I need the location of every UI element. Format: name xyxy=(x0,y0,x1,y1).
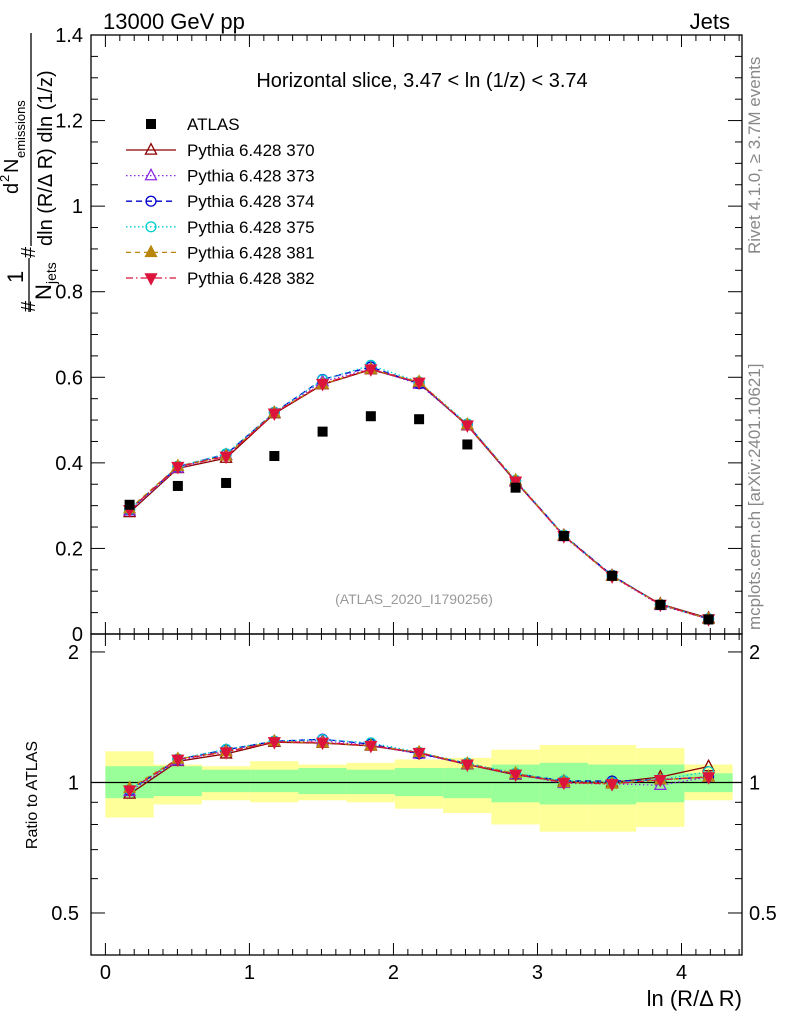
ylabel-d2-sup: 2 xyxy=(0,175,12,182)
beam-label: 13000 GeV pp xyxy=(103,9,245,34)
ratio-series-point xyxy=(702,772,716,785)
legend-marker xyxy=(144,273,158,286)
data-point xyxy=(221,477,232,488)
ratio-band-inner xyxy=(250,769,299,793)
ratio-y-tick-label: 2 xyxy=(68,642,79,664)
jets-label: Jets xyxy=(690,9,730,34)
legend-label: Pythia 6.428 375 xyxy=(187,218,315,237)
data-point xyxy=(655,599,666,610)
legend-marker-atlas xyxy=(146,119,156,129)
main-series-point xyxy=(267,408,281,421)
ratio-band-inner xyxy=(201,769,251,793)
legend-label: Pythia 6.428 374 xyxy=(187,192,315,211)
xlabel: ln (R/Δ R) xyxy=(647,986,742,1011)
x-tick-label: 4 xyxy=(676,962,687,984)
x-tick-label: 0 xyxy=(100,962,111,984)
legend-label: Pythia 6.428 382 xyxy=(187,269,315,288)
legend-marker xyxy=(145,195,157,207)
main-series-point xyxy=(171,461,185,475)
ratio-series-point xyxy=(316,737,330,751)
data-point xyxy=(462,439,473,450)
ratio-y-tick-label: 0.5 xyxy=(51,903,79,925)
data-point xyxy=(365,411,376,422)
ratio-y-tick-label-right: 0.5 xyxy=(749,903,777,925)
main-y-axis-title: # 1 N jets # d 2 N emissions dln (R/Δ R)… xyxy=(0,33,59,312)
main-series-point xyxy=(412,377,426,391)
legend-label: Pythia 6.428 381 xyxy=(187,243,315,262)
main-series-point xyxy=(316,378,330,392)
ylabel-nem-sub: emissions xyxy=(13,100,28,158)
ratio-band-inner xyxy=(298,767,347,795)
ratio-y-tick-label-right: 1 xyxy=(749,772,760,794)
y-tick-label: 1.4 xyxy=(55,25,83,47)
ratio-ylabel: Ratio to ATLAS xyxy=(24,741,41,849)
y-tick-label: 0.4 xyxy=(55,453,83,475)
legend-marker xyxy=(144,244,158,258)
x-tick-label: 3 xyxy=(532,962,543,984)
ylabel-njets-sub: jets xyxy=(43,262,59,285)
data-point xyxy=(510,482,521,493)
legend-marker xyxy=(145,221,157,233)
ratio-band-inner xyxy=(153,766,202,797)
legend-marker xyxy=(144,167,158,181)
ratio-series-point xyxy=(171,754,185,768)
main-series-point xyxy=(364,364,378,377)
ratio-frame xyxy=(90,633,743,956)
x-tick-label: 2 xyxy=(388,962,399,984)
ratio-series-point xyxy=(364,740,378,754)
data-point xyxy=(172,480,183,491)
main-series-point xyxy=(219,451,233,465)
ratio-series-point xyxy=(267,737,281,750)
ratio-series-point xyxy=(557,777,571,791)
main-series-point xyxy=(509,476,523,489)
ratio-panel-series xyxy=(123,733,716,799)
ylabel-d2: d xyxy=(1,183,23,194)
legend-marker xyxy=(144,142,158,155)
legend-label: ATLAS xyxy=(187,115,240,134)
legend-label: Pythia 6.428 370 xyxy=(187,141,315,160)
data-point xyxy=(414,414,425,425)
main-panel-series xyxy=(123,359,716,627)
data-point xyxy=(317,426,328,437)
ratio-series-point xyxy=(509,769,523,783)
legend-label: Pythia 6.428 373 xyxy=(187,167,315,186)
main-series-line xyxy=(129,366,709,620)
y-tick-label: 1 xyxy=(72,196,83,218)
rivet-label: Rivet 4.1.0, ≥ 3.7M events xyxy=(745,57,764,254)
ylabel-one: 1 xyxy=(3,271,28,283)
data-point xyxy=(558,531,569,542)
ratio-y-tick-label-right: 2 xyxy=(749,642,760,664)
chart-title: Horizontal slice, 3.47 < ln (1/z) < 3.74 xyxy=(256,70,587,92)
ratio-y-tick-label: 1 xyxy=(68,772,79,794)
y-tick-label: 0 xyxy=(72,624,83,646)
ratio-series-point xyxy=(653,774,667,788)
ylabel-nem: N xyxy=(1,159,23,173)
ylabel-den: dln (R/Δ R) dln (1/z) xyxy=(35,70,57,246)
ratio-series-point xyxy=(219,747,233,760)
analysis-tag: (ATLAS_2020_I1790256) xyxy=(335,591,493,607)
main-series-point xyxy=(460,420,474,433)
data-point xyxy=(703,614,714,625)
ratio-series-point xyxy=(412,747,426,761)
data-point xyxy=(124,499,135,510)
ylabel-hash2: # xyxy=(18,246,40,258)
legend: ATLAS Pythia 6.428 370 Pythia 6.428 373 Pyt… xyxy=(126,115,315,288)
ratio-series-point xyxy=(605,779,619,792)
y-tick-label: 0.6 xyxy=(55,367,83,389)
y-tick-label: 0.2 xyxy=(55,538,83,560)
data-point xyxy=(607,570,618,581)
ratio-series-point xyxy=(123,785,137,798)
ratio-band-inner xyxy=(443,767,492,799)
mcplots-label: mcplots.cern.ch [arXiv:2401.10621] xyxy=(745,364,764,630)
y-tick-label: 0.8 xyxy=(55,282,83,304)
axes: 0 1 2 3 4 0 0.2 0.4 0.6 0.8 1 1.2 1.4 0.5 0.5 1 1 2 2 xyxy=(51,25,777,984)
ratio-series-point xyxy=(460,759,474,772)
data-point xyxy=(269,451,280,462)
y-tick-label: 1.2 xyxy=(55,111,83,133)
ylabel-njets: N xyxy=(31,284,56,300)
x-tick-label: 1 xyxy=(244,962,255,984)
